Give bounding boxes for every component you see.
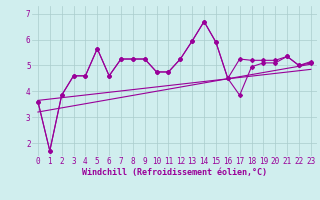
X-axis label: Windchill (Refroidissement éolien,°C): Windchill (Refroidissement éolien,°C) (82, 168, 267, 177)
